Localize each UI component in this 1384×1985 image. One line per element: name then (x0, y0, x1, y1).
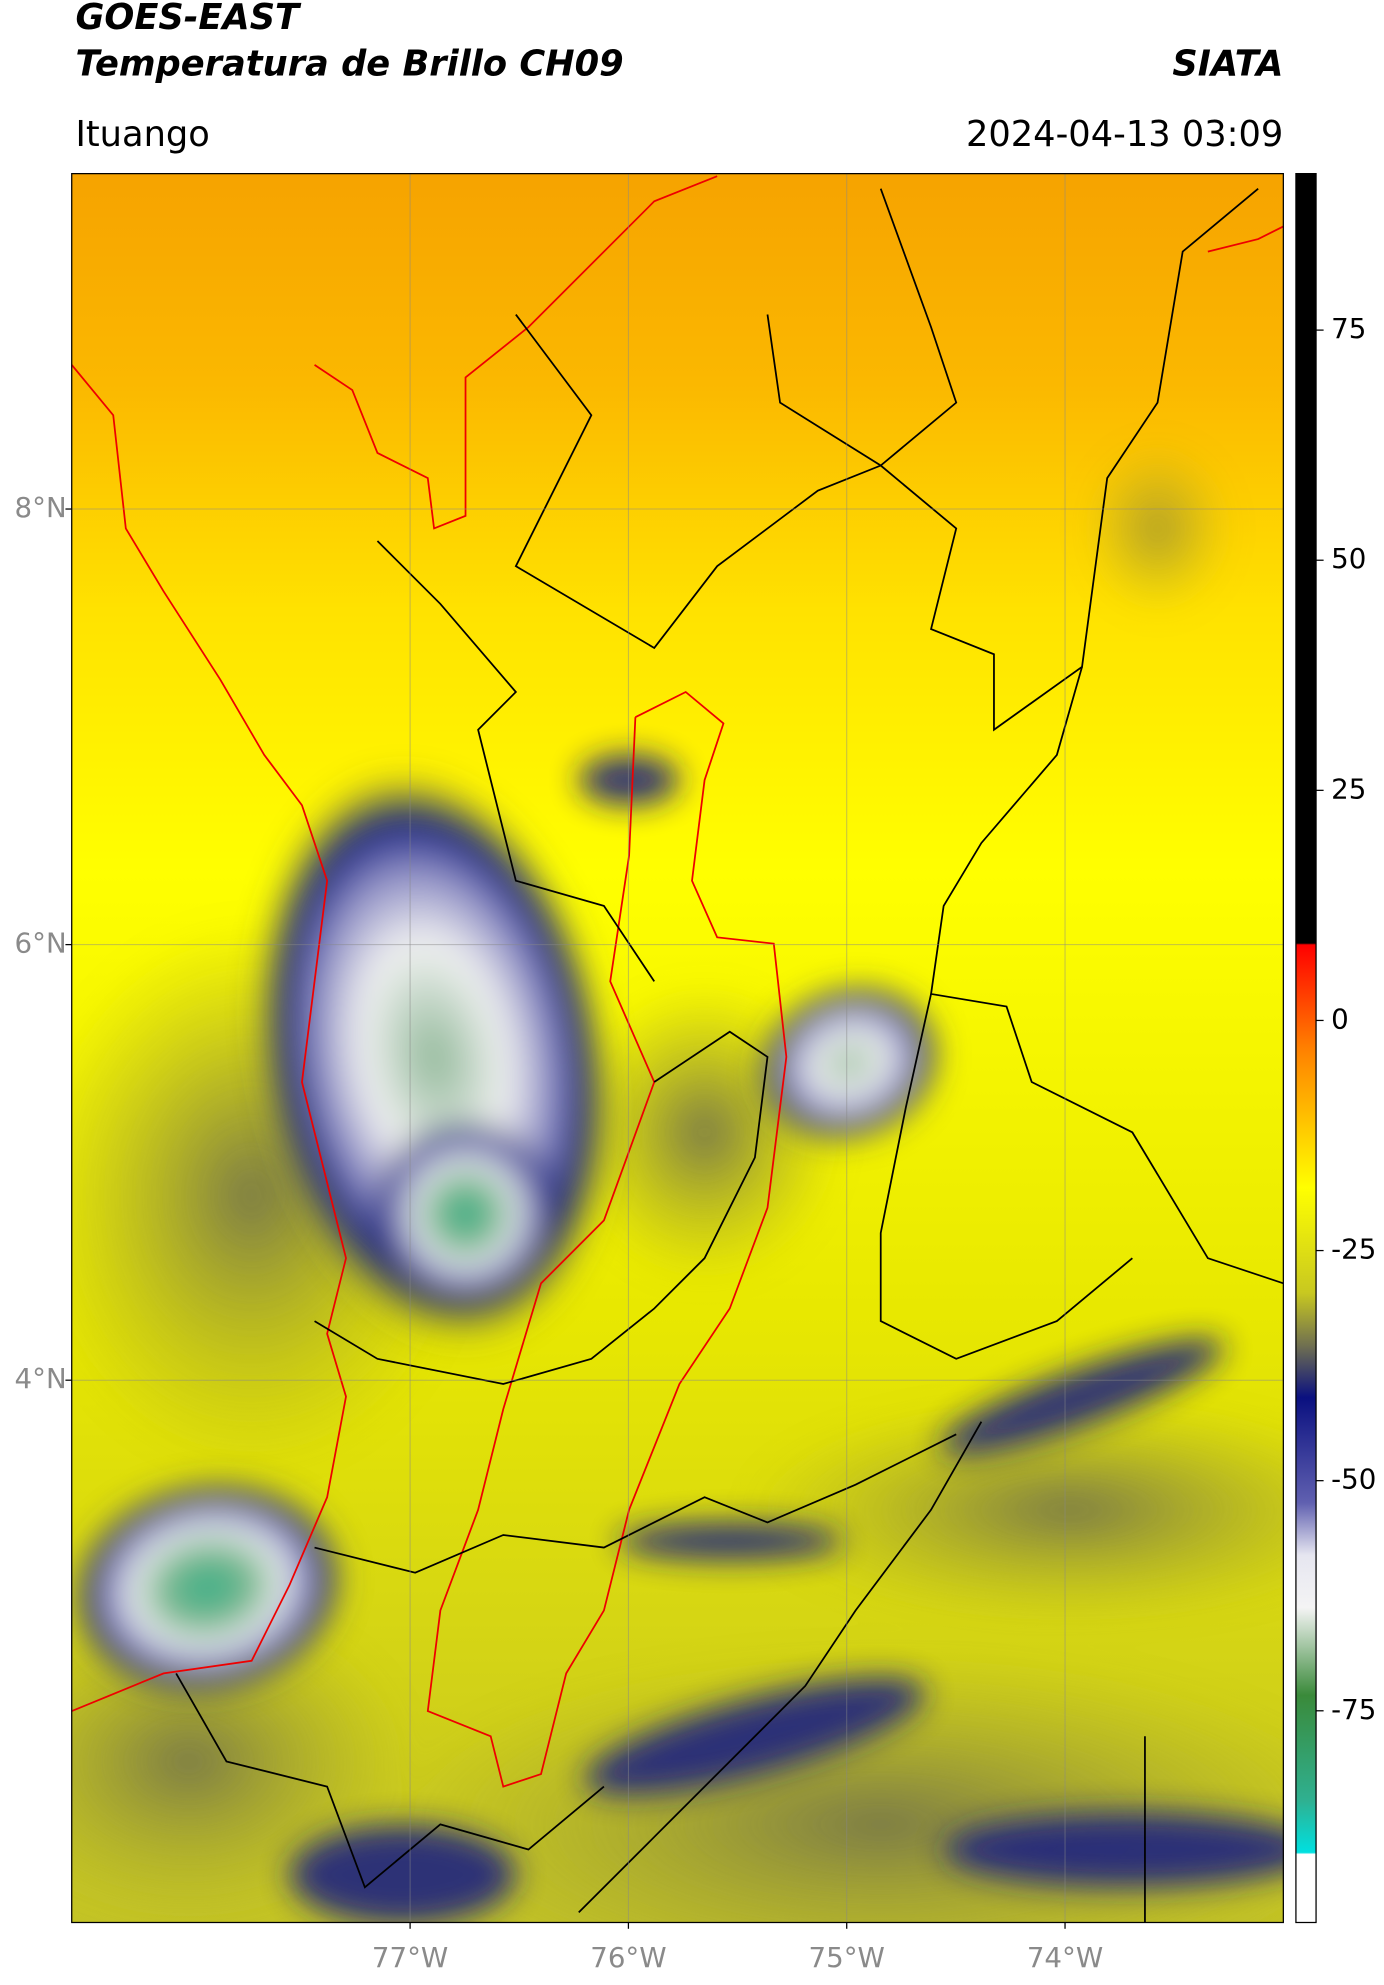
lon-tick-label: 75°W (809, 1941, 885, 1974)
lon-tick-label: 74°W (1027, 1941, 1103, 1974)
map-frame (71, 172, 1284, 1924)
title: GOES-EAST (75, 0, 302, 38)
map-image (71, 173, 1284, 1923)
colorbar-tick-label: -75 (1331, 1693, 1376, 1726)
colorbar-tick-label: -50 (1331, 1463, 1376, 1496)
colorbar-tick-label: 25 (1331, 772, 1366, 805)
lat-tick-label: 6°N (15, 927, 67, 960)
lat-tick-label: 4°N (15, 1362, 67, 1395)
lat-tick-label: 8°N (15, 491, 67, 524)
colorbar-tick-label: 0 (1331, 1002, 1349, 1035)
datetime: 2024-04-13 03:09 (966, 114, 1283, 155)
lon-tick-label: 77°W (372, 1941, 448, 1974)
colorbar (1295, 172, 1317, 1924)
location: Ituango (75, 114, 209, 155)
lon-tick-label: 76°W (590, 1941, 666, 1974)
subtitle: Temperatura de Brillo CH09 (75, 43, 623, 84)
colorbar-tick-label: 50 (1331, 542, 1366, 575)
credit: SIATA (1172, 43, 1283, 84)
colorbar-tick-label: -25 (1331, 1233, 1376, 1266)
colorbar-tick-label: 75 (1331, 312, 1366, 345)
graticule (65, 173, 1284, 1929)
